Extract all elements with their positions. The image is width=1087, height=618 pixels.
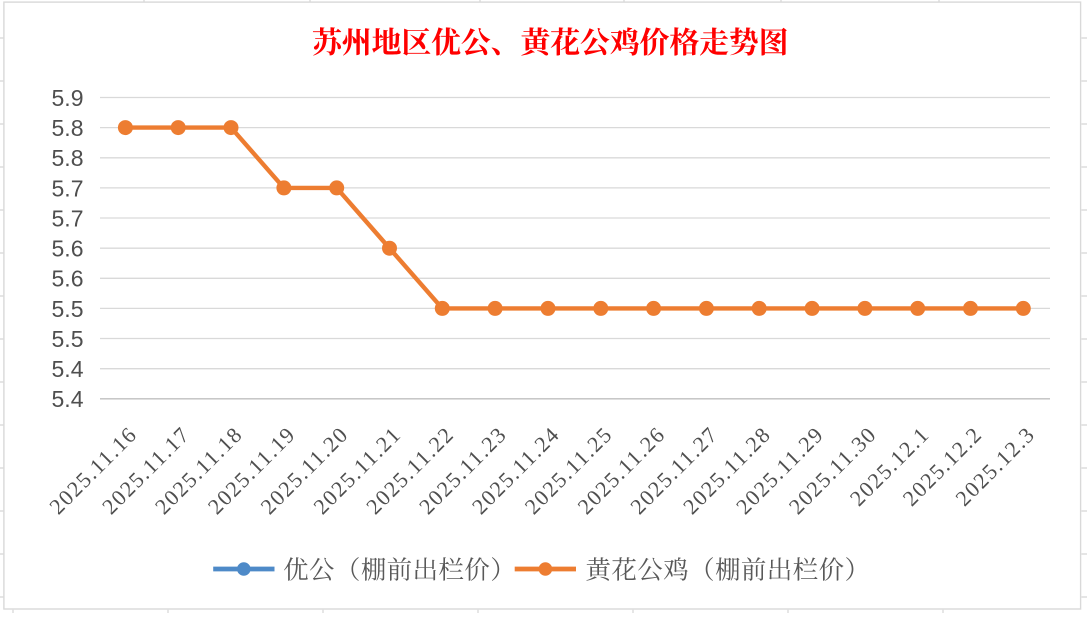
svg-text:5.7: 5.7: [52, 175, 84, 201]
svg-text:5.4: 5.4: [52, 356, 84, 382]
svg-text:5.6: 5.6: [52, 266, 84, 292]
svg-text:5.7: 5.7: [52, 205, 84, 231]
svg-text:5.5: 5.5: [52, 296, 84, 322]
svg-text:5.5: 5.5: [52, 326, 84, 352]
svg-text:5.6: 5.6: [52, 236, 84, 262]
svg-text:5.9: 5.9: [52, 85, 84, 111]
svg-text:5.4: 5.4: [52, 386, 84, 412]
svg-text:5.8: 5.8: [52, 145, 84, 171]
svg-text:5.8: 5.8: [52, 115, 84, 141]
